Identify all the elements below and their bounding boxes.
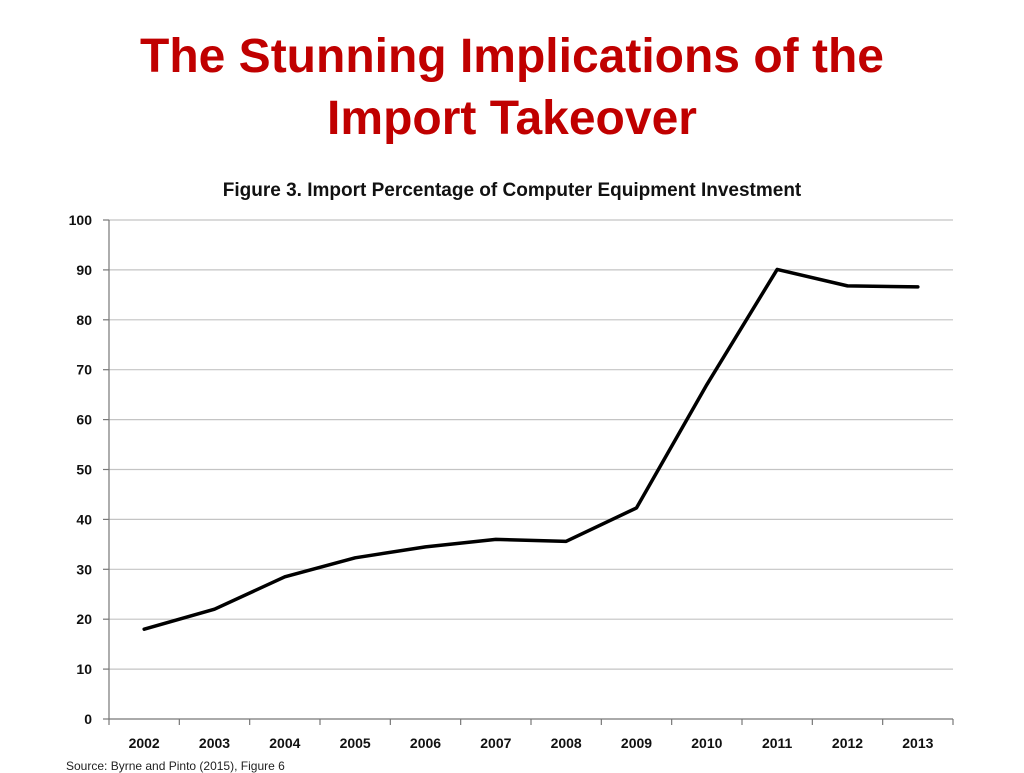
series — [144, 269, 918, 629]
slide-title: The Stunning Implications of the Import … — [0, 26, 1024, 150]
y-tick-label: 0 — [84, 711, 92, 727]
line-chart: Figure 3. Import Percentage of Computer … — [0, 160, 1024, 760]
slide-title-line-1: The Stunning Implications of the — [0, 26, 1024, 88]
x-tick-label: 2008 — [551, 735, 582, 751]
x-tick-label: 2002 — [129, 735, 160, 751]
x-tick-labels: 2002 2003 2004 2005 2006 2007 2008 2009 2010 2011… — [129, 735, 934, 751]
y-tick-label: 20 — [76, 611, 92, 627]
x-tick-label: 2012 — [832, 735, 863, 751]
gridlines — [109, 220, 953, 669]
y-tick-label: 60 — [76, 412, 92, 428]
y-tick-labels: 0 10 20 30 40 50 60 70 80 90 100 — [69, 212, 93, 727]
y-tick-label: 40 — [76, 511, 92, 527]
y-tick-label: 80 — [76, 312, 92, 328]
y-tick-label: 90 — [76, 262, 92, 278]
x-tick-label: 2011 — [762, 735, 793, 751]
x-tick-label: 2013 — [902, 735, 933, 751]
x-tick-label: 2005 — [340, 735, 371, 751]
y-tick-label: 70 — [76, 362, 92, 378]
x-tick-label: 2007 — [480, 735, 511, 751]
y-tick-label: 50 — [76, 462, 92, 478]
source-note: Source: Byrne and Pinto (2015), Figure 6 — [66, 759, 285, 773]
x-tick-label: 2009 — [621, 735, 652, 751]
x-tick-label: 2003 — [199, 735, 230, 751]
y-tick-label: 100 — [69, 212, 93, 228]
chart-title: Figure 3. Import Percentage of Computer … — [223, 180, 802, 201]
x-tick-label: 2006 — [410, 735, 441, 751]
series-line-0 — [144, 269, 918, 629]
slide-title-line-2: Import Takeover — [0, 88, 1024, 150]
y-tick-label: 30 — [76, 561, 92, 577]
y-tick-label: 10 — [76, 661, 92, 677]
x-tick-label: 2004 — [269, 735, 300, 751]
x-tick-label: 2010 — [691, 735, 722, 751]
axes — [103, 220, 953, 725]
